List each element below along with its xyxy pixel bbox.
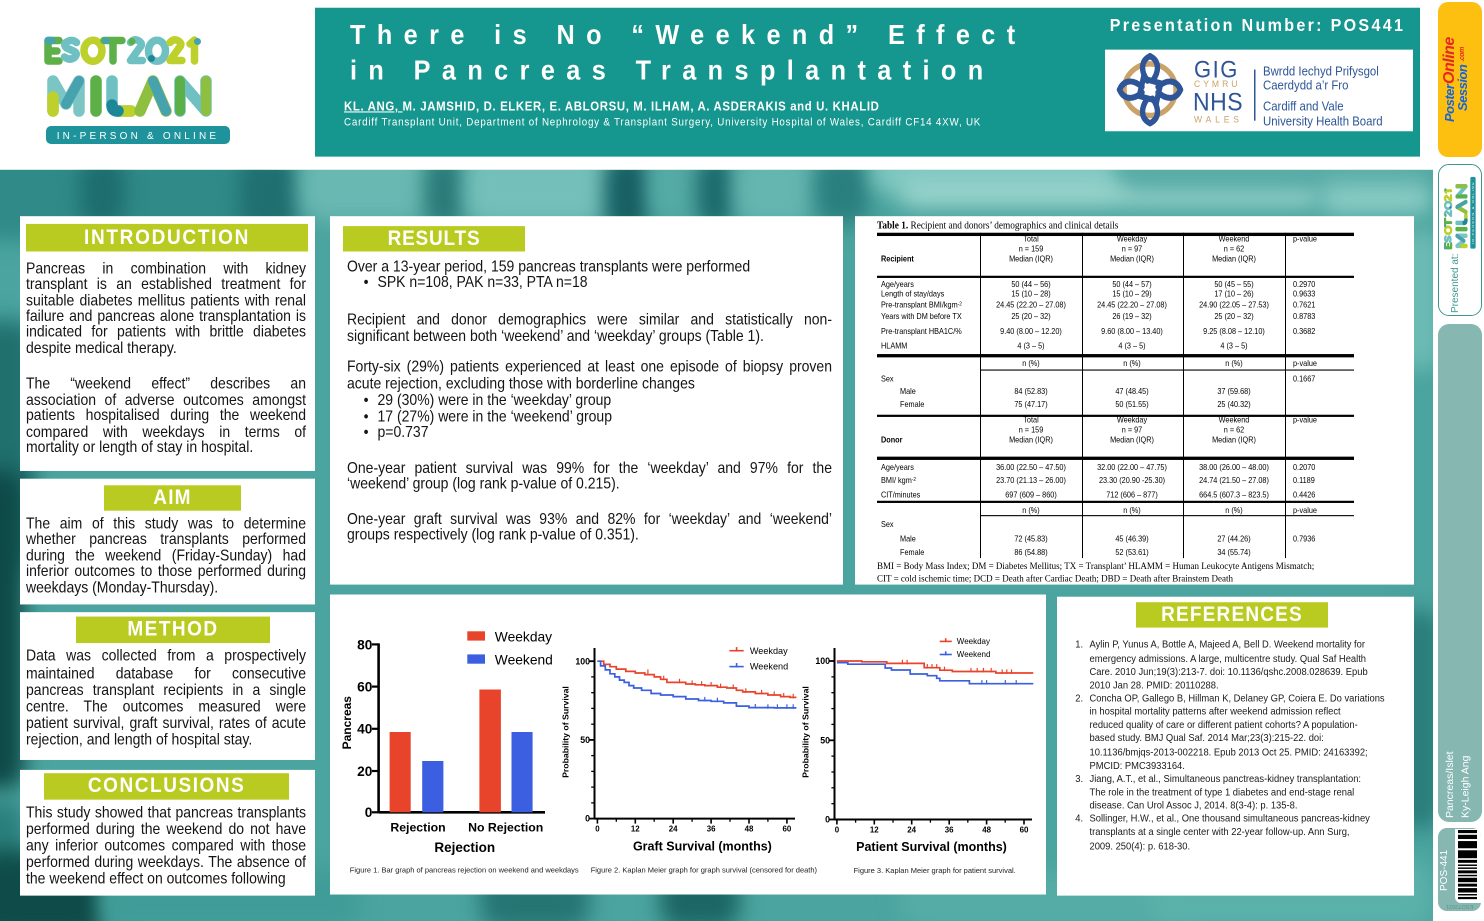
svg-text:Weekend: Weekend — [750, 662, 788, 672]
svg-text:12: 12 — [870, 825, 879, 834]
svg-text:Probability of Survival: Probability of Survival — [561, 686, 571, 778]
svg-text:0: 0 — [595, 825, 600, 834]
svg-text:University Health Board: University Health Board — [1263, 114, 1383, 129]
svg-text:60: 60 — [357, 680, 373, 695]
svg-text:Graft Survival (months): Graft Survival (months) — [633, 840, 772, 854]
svg-text:Figure 1. Bar graph of pancrea: Figure 1. Bar graph of pancreas rejectio… — [350, 865, 579, 874]
svg-text:Rejection: Rejection — [390, 820, 445, 834]
svg-text:WALES: WALES — [1194, 115, 1243, 125]
svg-text:60: 60 — [1020, 825, 1029, 834]
svg-text:No Rejection: No Rejection — [468, 820, 543, 834]
svg-text:IN-PERSON & ONLINE: IN-PERSON & ONLINE — [57, 131, 220, 142]
svg-text:24: 24 — [669, 825, 678, 834]
svg-text:0: 0 — [825, 815, 830, 825]
svg-text:Pancreas: Pancreas — [340, 696, 354, 750]
svg-text:40: 40 — [357, 722, 373, 737]
svg-text:50: 50 — [580, 735, 590, 745]
svg-text:0: 0 — [835, 825, 840, 834]
svg-text:Bwrdd Iechyd Prifysgol: Bwrdd Iechyd Prifysgol — [1263, 64, 1379, 79]
svg-text:Figure 3. Kaplan Meier graph f: Figure 3. Kaplan Meier graph for patient… — [854, 866, 1016, 875]
svg-text:CYMRU: CYMRU — [1194, 79, 1241, 89]
svg-text:0: 0 — [365, 805, 373, 820]
svg-text:Weekday: Weekday — [957, 637, 990, 646]
svg-text:60: 60 — [783, 825, 792, 834]
svg-text:0: 0 — [585, 814, 590, 824]
svg-text:24: 24 — [907, 825, 916, 834]
svg-text:Weekend: Weekend — [495, 653, 553, 668]
svg-text:48: 48 — [745, 825, 754, 834]
svg-text:Figure 2. Kaplan Meier graph f: Figure 2. Kaplan Meier graph for graph s… — [591, 865, 818, 874]
svg-text:Patient Survival (months): Patient Survival (months) — [856, 840, 1007, 854]
svg-text:Rejection: Rejection — [434, 840, 495, 855]
svg-text:Weekday: Weekday — [750, 646, 788, 656]
svg-text:Weekend: Weekend — [957, 650, 991, 659]
svg-text:100: 100 — [575, 656, 590, 666]
svg-text:20: 20 — [357, 764, 373, 779]
svg-text:Cardiff and Vale: Cardiff and Vale — [1263, 99, 1344, 114]
svg-text:Caerdydd a’r Fro: Caerdydd a’r Fro — [1263, 78, 1349, 93]
svg-text:GIG: GIG — [1194, 56, 1239, 83]
svg-text:48: 48 — [982, 825, 991, 834]
svg-text:NHS: NHS — [1193, 89, 1243, 117]
svg-text:80: 80 — [357, 637, 373, 652]
svg-text:Probability of Survival: Probability of Survival — [801, 686, 811, 778]
svg-text:12: 12 — [631, 825, 640, 834]
svg-text:100: 100 — [815, 656, 830, 666]
svg-text:36: 36 — [945, 825, 954, 834]
svg-text:50: 50 — [820, 735, 830, 745]
svg-text:36: 36 — [707, 825, 716, 834]
svg-text:Weekday: Weekday — [495, 630, 552, 645]
